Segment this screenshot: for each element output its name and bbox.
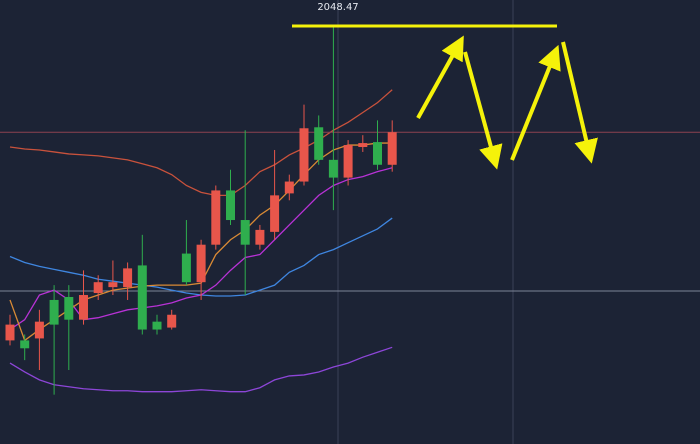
candle-body <box>108 282 118 288</box>
candle-body <box>314 127 324 160</box>
candle-body <box>328 159 338 178</box>
indicator-line <box>9 346 393 393</box>
arrow <box>510 44 561 161</box>
arrow <box>561 41 598 164</box>
arrow <box>416 35 464 119</box>
candle-body <box>299 128 309 182</box>
indicator-line <box>9 89 393 197</box>
arrows <box>416 35 598 170</box>
high-label: 2048.47 <box>317 2 358 13</box>
candle-body <box>20 340 30 349</box>
plot-area <box>0 24 700 395</box>
candle-body <box>123 268 133 288</box>
candle-body <box>93 282 103 294</box>
candle-body <box>270 195 280 232</box>
candle-body <box>152 321 162 330</box>
candle-body <box>181 253 191 283</box>
candle-body <box>373 142 382 165</box>
candle-body <box>64 296 74 320</box>
candle-body <box>358 143 368 148</box>
candle-body <box>387 132 397 165</box>
arrow <box>463 51 503 170</box>
candle-body <box>226 190 235 221</box>
candle-body <box>167 314 177 328</box>
candle-body <box>196 244 206 283</box>
candle-body <box>211 190 221 245</box>
candle-body <box>34 321 44 339</box>
candle-body <box>343 145 353 178</box>
candle-body <box>79 295 88 320</box>
candle-body <box>49 299 59 325</box>
candle-body <box>240 220 250 245</box>
candle-body <box>255 229 265 245</box>
candle-body <box>5 324 15 341</box>
candle-body <box>284 181 294 194</box>
candle-body <box>137 265 147 330</box>
